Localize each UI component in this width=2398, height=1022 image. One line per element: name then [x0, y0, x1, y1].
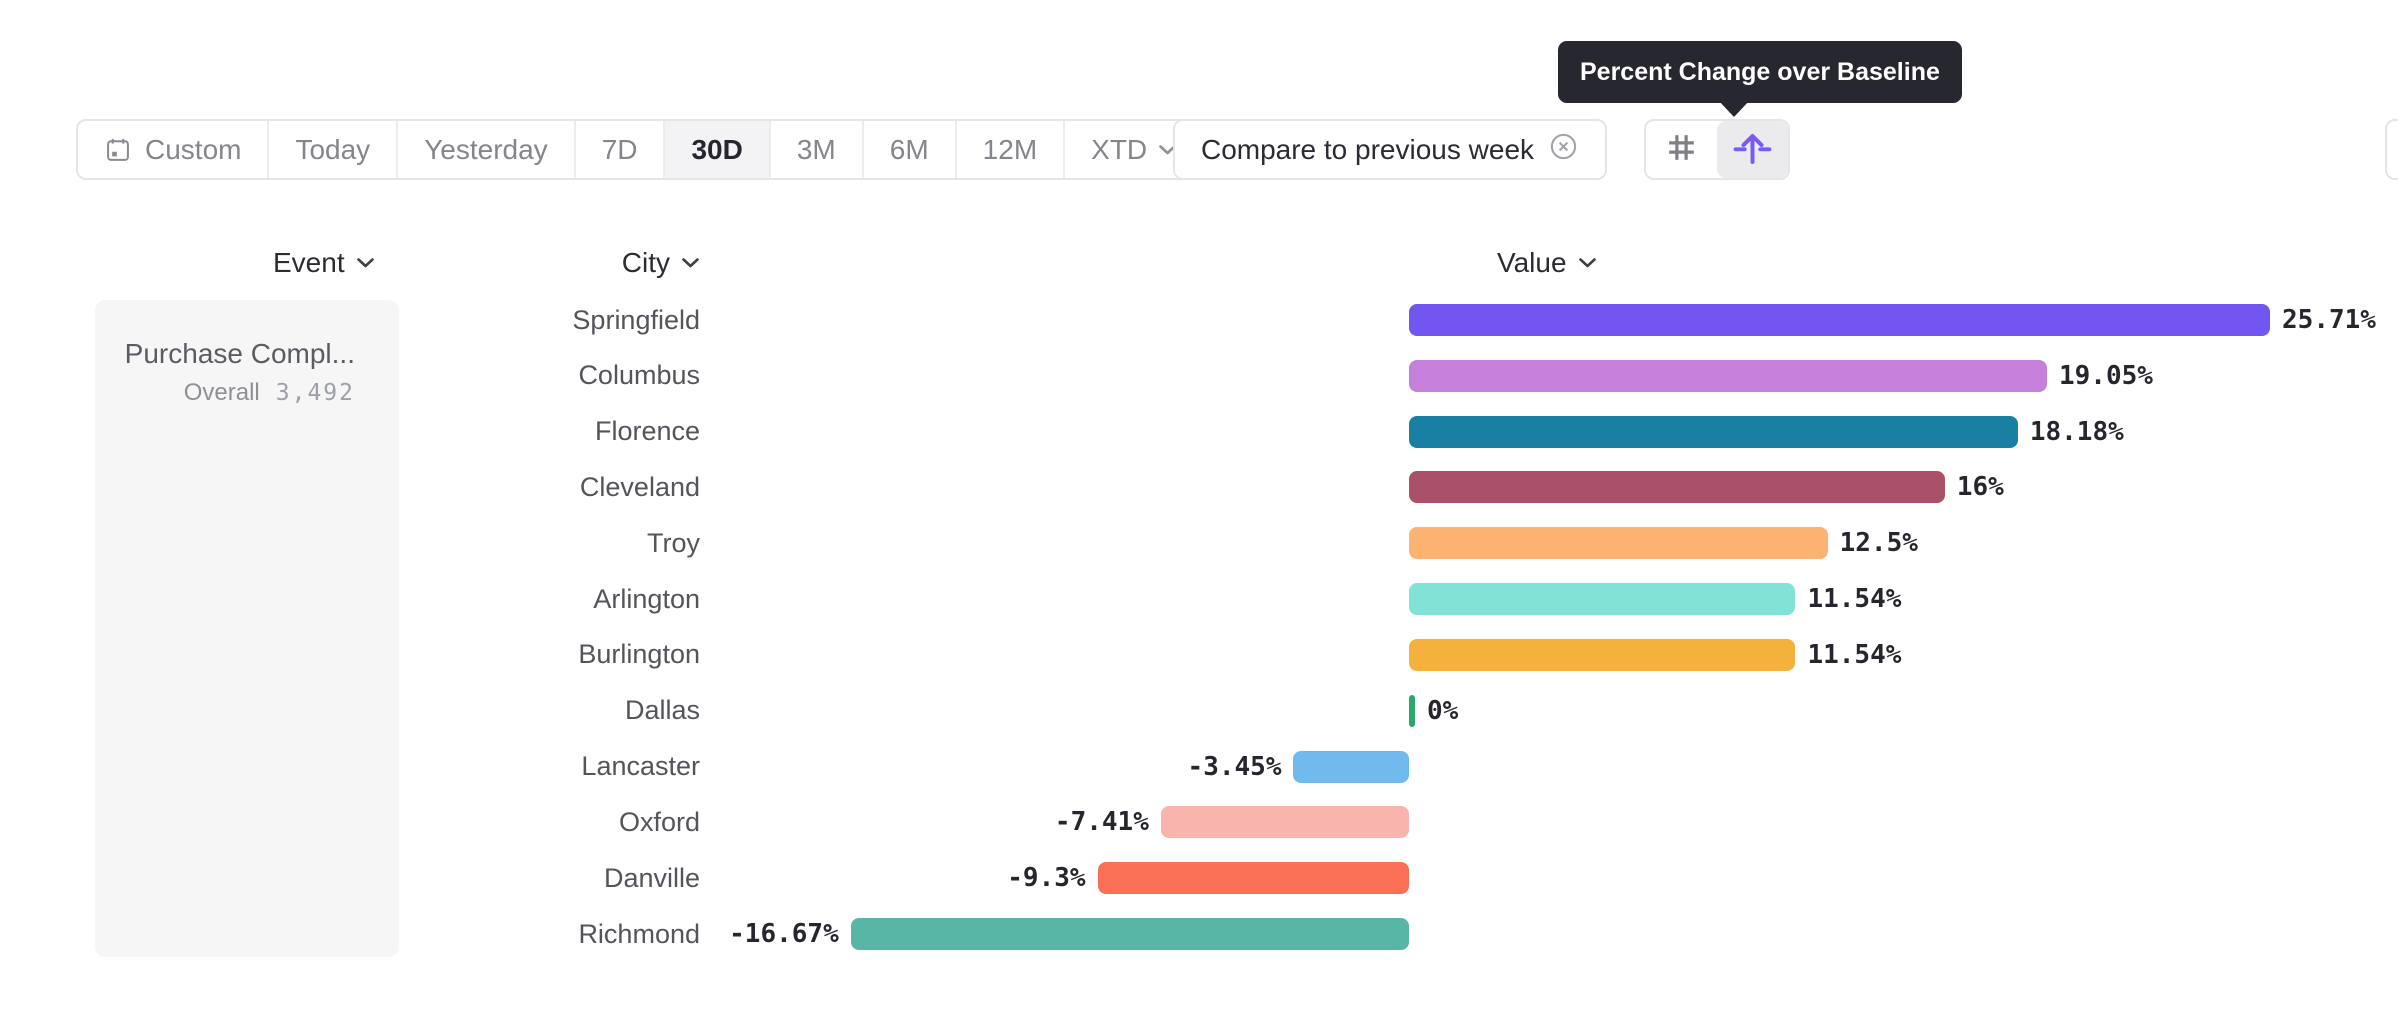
city-label: Lancaster	[581, 751, 700, 782]
event-overall-row: Overall 3,492	[95, 379, 355, 407]
date-range-label: 12M	[982, 133, 1038, 165]
circle-x-icon[interactable]	[1548, 131, 1579, 169]
event-card-purchase-completed[interactable]: Purchase Compl... Overall 3,492	[95, 300, 399, 957]
tooltip-text: Percent Change over Baseline	[1580, 57, 1940, 86]
compare-label: Compare to previous week	[1200, 133, 1535, 165]
chart-view-toggle	[1644, 119, 1790, 180]
date-range-custom[interactable]: Custom	[78, 121, 270, 178]
date-range-xtd[interactable]: XTD	[1065, 121, 1203, 178]
chart-row-springfield: Springfield 25.71%	[0, 292, 2398, 348]
date-range-7d[interactable]: 7D	[576, 121, 666, 178]
grid-view-button[interactable]	[1646, 121, 1717, 178]
chart-row-columbus: Columbus 19.05%	[0, 348, 2398, 404]
chevron-down-icon	[1578, 257, 1597, 269]
city-label: Cleveland	[579, 471, 700, 502]
value-label: 19.05%	[2058, 360, 2153, 391]
value-label: 11.54%	[1807, 584, 1902, 615]
value-label: -7.41%	[1054, 807, 1149, 838]
date-range-label: Yesterday	[424, 133, 548, 165]
chevron-down-icon	[356, 257, 375, 269]
calendar-icon	[104, 136, 132, 164]
city-label: Columbus	[578, 360, 700, 391]
date-range-label: XTD	[1091, 133, 1148, 165]
bar-florence[interactable]	[1409, 415, 2018, 448]
date-range-3m[interactable]: 3M	[771, 121, 864, 178]
bar-cleveland[interactable]	[1409, 471, 1945, 504]
bar-columbus[interactable]	[1409, 359, 2047, 392]
chevron-down-icon	[681, 257, 700, 269]
bar-dallas[interactable]	[1409, 694, 1415, 727]
value-label: -3.45%	[1187, 751, 1282, 782]
tooltip-percent-change: Percent Change over Baseline	[1558, 41, 1962, 103]
city-label: Arlington	[593, 583, 700, 614]
hash-icon	[1663, 129, 1700, 171]
bar-oxford[interactable]	[1160, 806, 1409, 839]
bar-springfield[interactable]	[1409, 304, 2271, 336]
chart-row-lancaster: Lancaster -3.45%	[0, 739, 2398, 795]
chart-row-richmond: Richmond -16.67%	[0, 906, 2398, 962]
city-label: Richmond	[578, 918, 700, 949]
date-range-label: 30D	[691, 133, 743, 165]
date-range-6m[interactable]: 6M	[864, 121, 957, 178]
date-range-label: Today	[295, 133, 371, 165]
column-header-event[interactable]: Event	[273, 244, 375, 282]
chart-row-troy: Troy 12.5%	[0, 515, 2398, 571]
date-range-label: 6M	[889, 133, 929, 165]
city-label: Danville	[603, 862, 700, 893]
chart-row-cleveland: Cleveland 16%	[0, 459, 2398, 515]
date-range-label: Custom	[145, 133, 242, 165]
clipped-edge-button[interactable]	[2385, 119, 2398, 180]
city-label: Troy	[647, 527, 700, 558]
chart-row-arlington: Arlington 11.54%	[0, 571, 2398, 627]
column-header-city[interactable]: City	[390, 244, 700, 282]
chart-row-florence: Florence 18.18%	[0, 404, 2398, 460]
city-label: Florence	[594, 416, 700, 447]
bar-troy[interactable]	[1409, 527, 1828, 560]
city-header-label: City	[621, 247, 670, 278]
chart-row-dallas: Dallas 0%	[0, 683, 2398, 739]
date-range-group: Custom Today Yesterday 7D 30D 3M 6M 12M XTD	[76, 119, 1206, 180]
chart-row-burlington: Burlington 11.54%	[0, 627, 2398, 683]
chevron-down-icon	[1158, 144, 1177, 156]
bar-arlington[interactable]	[1409, 583, 1796, 616]
value-label: 18.18%	[2029, 416, 2124, 447]
value-label: 25.71%	[2282, 305, 2376, 335]
bar-lancaster[interactable]	[1293, 750, 1409, 783]
chart-row-danville: Danville -9.3%	[0, 850, 2398, 906]
event-header-label: Event	[273, 247, 345, 278]
value-header-label: Value	[1497, 247, 1567, 278]
baseline-view-button[interactable]	[1717, 121, 1788, 178]
value-label: 16%	[1956, 472, 2004, 503]
bar-burlington[interactable]	[1409, 638, 1796, 671]
bar-danville[interactable]	[1097, 862, 1409, 895]
chart-row-oxford: Oxford -7.41%	[0, 794, 2398, 850]
date-range-yesterday[interactable]: Yesterday	[398, 121, 576, 178]
date-range-12m[interactable]: 12M	[957, 121, 1066, 178]
column-header-value[interactable]: Value	[1497, 244, 1597, 282]
baseline-arrow-icon	[1732, 127, 1773, 173]
overall-value: 3,492	[275, 380, 355, 407]
value-label: 11.54%	[1807, 639, 1902, 670]
value-label: 12.5%	[1839, 528, 1918, 559]
date-range-30d[interactable]: 30D	[665, 121, 771, 178]
tooltip-arrow	[1718, 100, 1750, 117]
city-label: Springfield	[572, 304, 700, 335]
city-label: Dallas	[624, 695, 700, 726]
date-range-label: 3M	[796, 133, 836, 165]
value-label: 0%	[1427, 695, 1459, 726]
value-label: -16.67%	[729, 919, 839, 950]
value-label: -9.3%	[1007, 863, 1086, 894]
bar-richmond[interactable]	[850, 918, 1409, 951]
city-label: Oxford	[618, 806, 700, 837]
date-range-label: 7D	[601, 133, 638, 165]
event-title: Purchase Compl...	[124, 338, 355, 369]
city-label: Burlington	[578, 639, 700, 670]
compare-to-previous-week-button[interactable]: Compare to previous week	[1173, 119, 1607, 180]
overall-label: Overall	[183, 379, 260, 407]
date-range-today[interactable]: Today	[269, 121, 399, 178]
